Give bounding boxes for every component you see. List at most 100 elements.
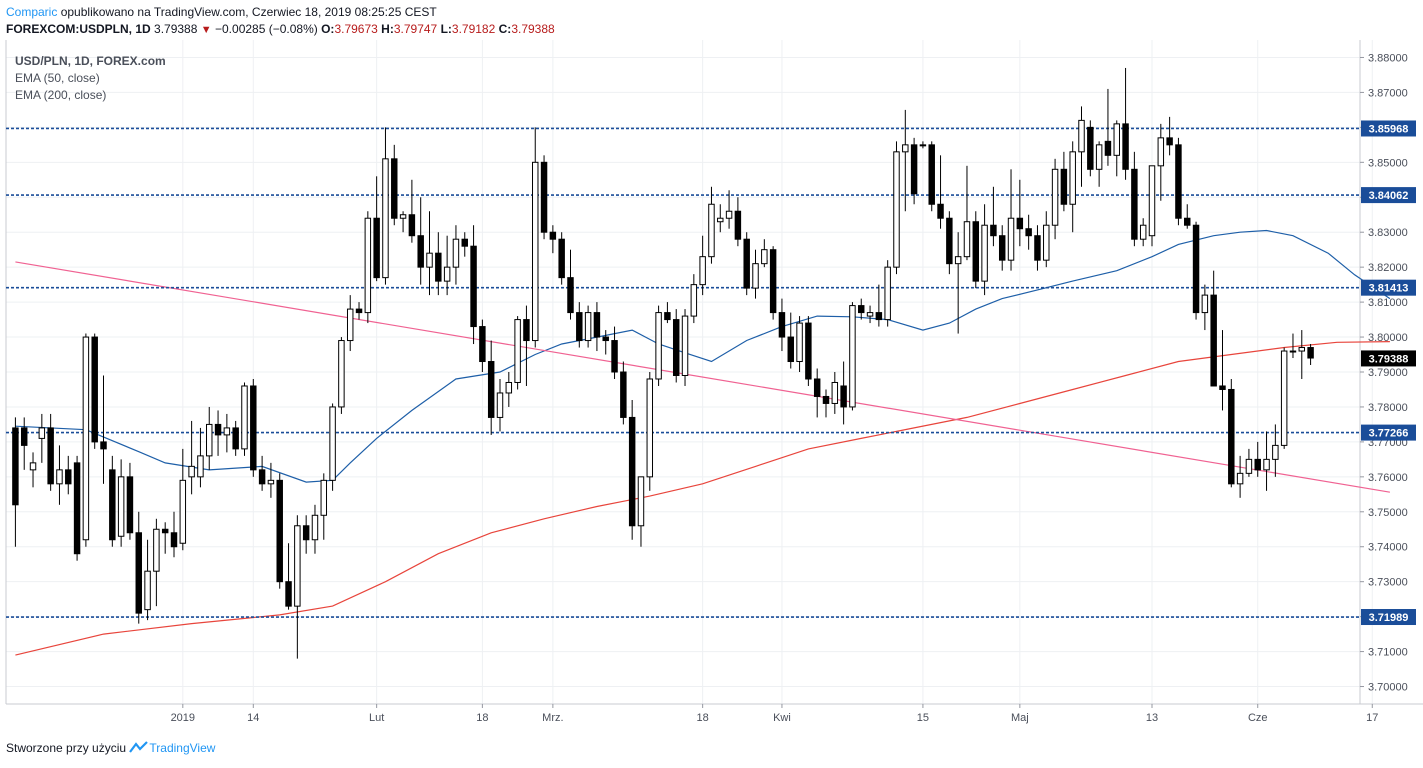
candle[interactable] — [1236, 455, 1244, 498]
candle[interactable] — [954, 232, 962, 334]
candle[interactable] — [778, 298, 786, 352]
candle[interactable] — [681, 309, 689, 386]
candle[interactable] — [338, 337, 345, 414]
candle[interactable] — [717, 204, 724, 233]
candle[interactable] — [1034, 225, 1041, 271]
candle[interactable] — [426, 211, 433, 296]
candle[interactable] — [1219, 330, 1226, 411]
candle[interactable] — [1289, 333, 1297, 359]
candle[interactable] — [170, 511, 178, 558]
candle[interactable] — [188, 420, 195, 495]
candle[interactable] — [329, 403, 336, 491]
candle[interactable] — [1201, 284, 1209, 331]
candle[interactable] — [1060, 151, 1068, 212]
candle[interactable] — [258, 455, 266, 491]
candle[interactable] — [1192, 221, 1200, 320]
candle[interactable] — [523, 305, 530, 386]
candle[interactable] — [417, 197, 424, 285]
candle[interactable] — [514, 316, 521, 390]
candle[interactable] — [875, 284, 883, 327]
candle[interactable] — [1078, 106, 1085, 187]
candle[interactable] — [1131, 151, 1138, 247]
candle[interactable] — [990, 186, 997, 247]
candle[interactable] — [928, 141, 935, 212]
candle[interactable] — [117, 459, 125, 547]
candle[interactable] — [646, 372, 654, 491]
candle[interactable] — [153, 518, 160, 607]
candle[interactable] — [470, 225, 477, 345]
candle[interactable] — [1280, 347, 1288, 449]
candle[interactable] — [346, 295, 354, 352]
candle[interactable] — [690, 274, 698, 324]
candle[interactable] — [655, 305, 662, 386]
candle[interactable] — [558, 232, 565, 285]
candle[interactable] — [628, 399, 636, 540]
candle[interactable] — [126, 462, 134, 540]
candle[interactable] — [937, 155, 944, 229]
candle[interactable] — [302, 515, 310, 554]
candle[interactable] — [981, 204, 988, 296]
candle[interactable] — [1307, 344, 1314, 366]
candle[interactable] — [752, 249, 759, 299]
candle[interactable] — [1051, 158, 1059, 240]
candle[interactable] — [637, 476, 645, 547]
candle[interactable] — [285, 543, 292, 610]
candle[interactable] — [910, 137, 918, 205]
candle[interactable] — [1113, 120, 1120, 177]
candle[interactable] — [1166, 116, 1173, 156]
candle[interactable] — [294, 515, 301, 659]
candle[interactable] — [840, 361, 847, 425]
candle[interactable] — [769, 246, 777, 320]
candle[interactable] — [408, 179, 416, 243]
candle[interactable] — [532, 127, 539, 348]
candle[interactable] — [576, 302, 583, 348]
candle[interactable] — [38, 413, 46, 463]
candle[interactable] — [902, 109, 909, 212]
candle[interactable] — [56, 445, 63, 505]
candle[interactable] — [1007, 169, 1015, 271]
candle[interactable] — [1298, 330, 1306, 379]
candle[interactable] — [47, 413, 54, 491]
candle[interactable] — [584, 305, 592, 348]
legend-ema50[interactable]: EMA (50, close) — [15, 71, 100, 85]
candle[interactable] — [1104, 88, 1112, 166]
candle[interactable] — [1087, 120, 1094, 177]
candle[interactable] — [1228, 378, 1235, 488]
candle[interactable] — [73, 455, 81, 561]
candle[interactable] — [866, 305, 874, 324]
candle[interactable] — [1263, 431, 1270, 491]
candle[interactable] — [12, 417, 19, 547]
trendline[interactable] — [15, 261, 1390, 493]
candle[interactable] — [373, 176, 380, 282]
candle[interactable] — [355, 302, 363, 320]
candle[interactable] — [963, 165, 971, 261]
candle[interactable] — [144, 539, 151, 621]
candle[interactable] — [109, 455, 116, 547]
candle[interactable] — [161, 522, 169, 554]
footer-brand[interactable]: TradingView — [149, 741, 216, 755]
candle[interactable] — [1210, 270, 1217, 387]
candle[interactable] — [82, 333, 90, 547]
candle[interactable] — [725, 190, 733, 229]
candle[interactable] — [884, 260, 891, 327]
candle[interactable] — [29, 452, 37, 488]
candle[interactable] — [664, 302, 671, 324]
candle[interactable] — [620, 361, 627, 425]
candle[interactable] — [602, 330, 609, 355]
candle[interactable] — [972, 211, 980, 289]
candle[interactable] — [320, 473, 328, 540]
candle[interactable] — [223, 413, 231, 453]
legend-ema200[interactable]: EMA (200, close) — [15, 88, 106, 102]
candle[interactable] — [734, 197, 742, 247]
candle[interactable] — [443, 235, 451, 296]
candle[interactable] — [1122, 67, 1129, 180]
candle[interactable] — [197, 427, 204, 488]
candle[interactable] — [496, 378, 504, 432]
candle[interactable] — [1175, 137, 1182, 226]
price-chart[interactable]: 3.700003.710003.720003.730003.740003.750… — [0, 0, 1423, 740]
candle[interactable] — [452, 225, 460, 285]
candle[interactable] — [1245, 448, 1253, 477]
candle[interactable] — [179, 448, 187, 551]
candle[interactable] — [479, 319, 486, 372]
candle[interactable] — [831, 372, 839, 414]
